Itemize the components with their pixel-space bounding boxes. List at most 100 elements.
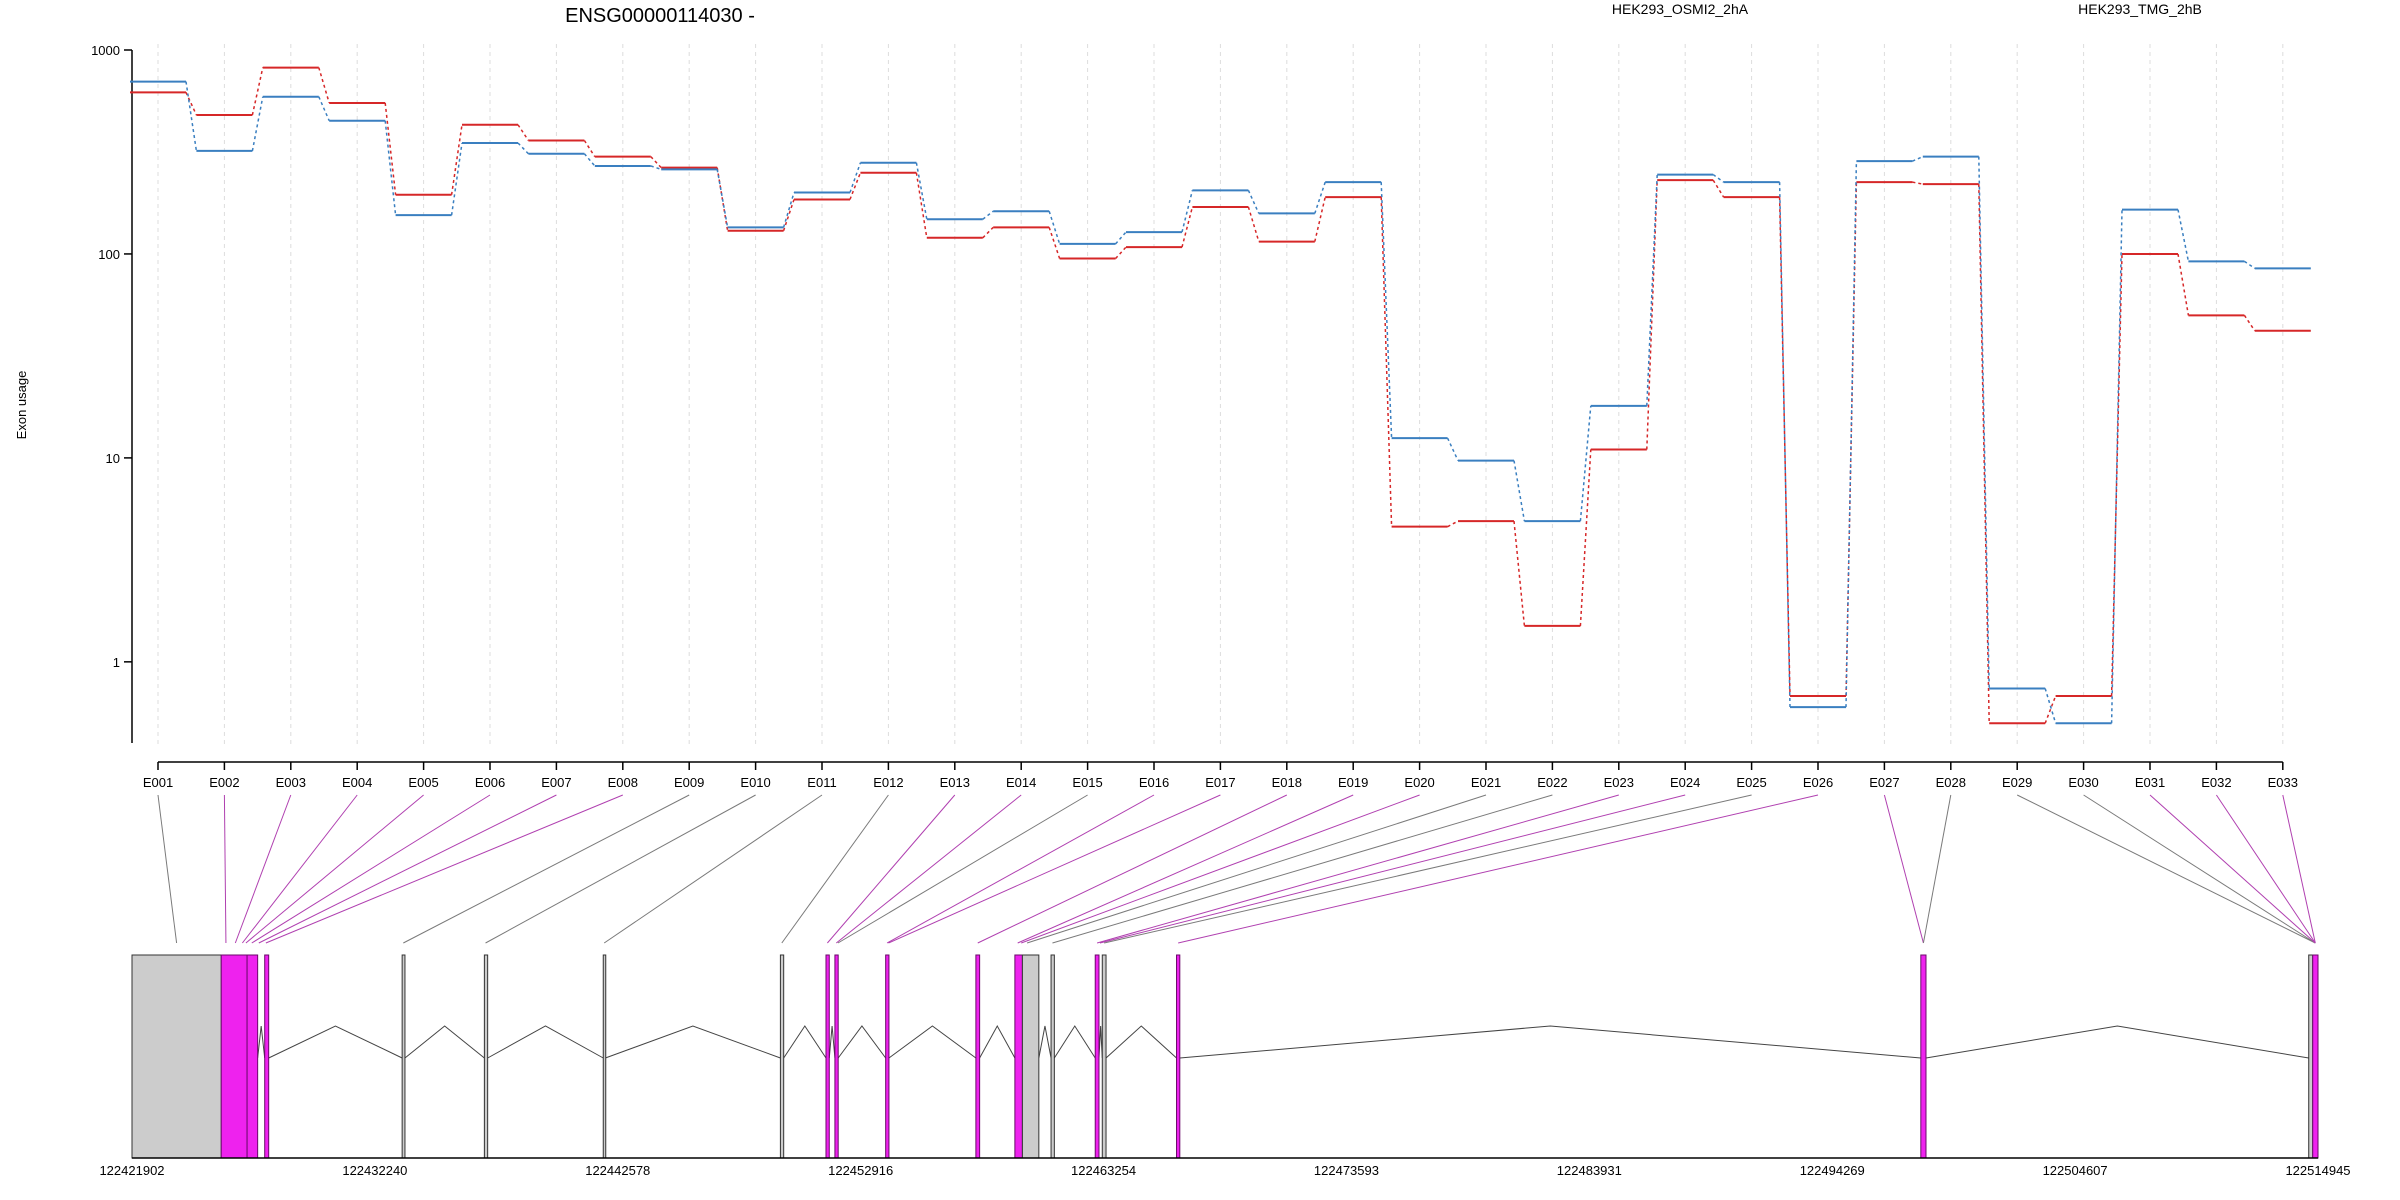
exon-usage-connector	[915, 172, 928, 238]
exon-connector-line	[234, 794, 292, 944]
intron-line	[1179, 1025, 1921, 1059]
exon-usage-connector	[1579, 405, 1592, 522]
intron-line	[605, 1025, 781, 1059]
exon-usage-connector	[517, 142, 529, 155]
x-tick-label: E026	[1803, 775, 1833, 790]
exon-connector-line	[265, 794, 623, 944]
exon-connector-line	[2282, 794, 2316, 944]
x-tick-label: E033	[2268, 775, 2298, 790]
exon-block	[602, 954, 607, 1159]
x-axis: E001 E002 E003 E004 E005 E006 E007 E008 E009 E010…	[143, 761, 2298, 790]
genomic-tick-label: 122473593	[1314, 1163, 1379, 1178]
exon-usage-connector	[251, 67, 264, 116]
intron-line	[888, 1025, 977, 1059]
exon-usage-connector	[982, 210, 994, 220]
exon-usage-connector	[1181, 206, 1194, 248]
legend-series-b: HEK293_TMG_2hB	[2078, 1, 2202, 17]
x-tick-label: E008	[608, 775, 638, 790]
y-axis: 1000 100 10 1	[91, 43, 133, 743]
exon-usage-connector	[2110, 209, 2123, 724]
exon-usage-connector	[1247, 190, 1260, 214]
exon-usage-connector	[384, 102, 397, 195]
y-tick-label: 10	[106, 451, 120, 466]
genomic-tick-label: 122504607	[2043, 1163, 2108, 1178]
x-tick-label: E003	[276, 775, 306, 790]
exon-connector-line	[157, 794, 178, 944]
exon-usage-connector	[1712, 179, 1725, 198]
exon-usage-connector	[782, 199, 795, 231]
x-tick-label: E005	[408, 775, 438, 790]
exon-usage-connector	[1845, 182, 1858, 697]
exon-block	[131, 954, 222, 1159]
x-tick-label: E022	[1537, 775, 1567, 790]
exon-usage-connector	[1646, 180, 1658, 450]
exon-connector-line	[223, 794, 227, 944]
genomic-tick-label: 122452916	[828, 1163, 893, 1178]
intron-line	[268, 1025, 403, 1059]
exon-block	[401, 954, 406, 1159]
exon-usage-connector	[1912, 155, 1924, 162]
exon-usage-connector	[1712, 173, 1725, 183]
genomic-tick-label: 122463254	[1071, 1163, 1136, 1178]
exon-block	[1021, 954, 1040, 1159]
exon-usage-connector	[1247, 206, 1260, 242]
x-tick-label: E028	[1936, 775, 1966, 790]
intron-line	[783, 1025, 827, 1059]
x-tick-label: E015	[1072, 775, 1102, 790]
x-tick-label: E010	[740, 775, 770, 790]
x-tick-label: E032	[2201, 775, 2231, 790]
genomic-tick-label: 122442578	[585, 1163, 650, 1178]
exon-usage-connector	[650, 165, 662, 171]
x-tick-label: E021	[1471, 775, 1501, 790]
exon-block	[1050, 954, 1055, 1159]
exon-block	[885, 954, 890, 1159]
exon-connectors	[157, 794, 2316, 944]
x-tick-label: E016	[1139, 775, 1169, 790]
exon-usage-connector	[1380, 197, 1393, 527]
x-tick-label: E001	[143, 775, 173, 790]
exon-connector-line	[1096, 794, 1619, 944]
x-tick-label: E019	[1338, 775, 1368, 790]
exon-usage-connector	[1845, 161, 1858, 708]
exon-connector-line	[485, 794, 756, 944]
intron-line	[487, 1025, 604, 1059]
x-tick-label: E017	[1205, 775, 1235, 790]
x-tick-label: E012	[873, 775, 903, 790]
intron-line	[828, 1025, 836, 1059]
exon-connector-line	[1052, 794, 1553, 944]
exon-usage-connector	[318, 96, 330, 122]
intron-line	[1098, 1025, 1103, 1059]
exon-block	[1101, 954, 1107, 1159]
exon-usage-connector	[716, 169, 729, 228]
exon-usage-connector	[2243, 314, 2256, 332]
y-axis-label: Exon usage	[14, 371, 29, 440]
exon-usage-connector	[1314, 181, 1326, 214]
genomic-axis: 122421902 122432240 122442578 122452916 1224…	[99, 1157, 2351, 1178]
exon-usage-connector	[1579, 449, 1592, 626]
x-tick-label: E024	[1670, 775, 1700, 790]
exon-usage-connector	[1513, 460, 1526, 522]
y-tick-label: 100	[98, 247, 120, 262]
legend-series-a: HEK293_OSMI2_2hA	[1612, 1, 1749, 17]
exon-usage-connector	[2177, 209, 2190, 262]
exon-connector-line	[1026, 794, 1487, 944]
intron-line	[1105, 1025, 1177, 1059]
exon-usage-connector	[1115, 231, 1127, 245]
x-tick-label: E020	[1404, 775, 1434, 790]
exon-connector-line	[1099, 794, 1686, 944]
exon-usage-connector	[982, 226, 994, 239]
exon-usage-connector	[2110, 253, 2123, 697]
genomic-tick-label: 122432240	[342, 1163, 407, 1178]
exon-usage-connector	[1446, 437, 1459, 461]
exon-connector-line	[781, 794, 889, 944]
exon-usage-connector	[251, 96, 264, 152]
intron-line	[979, 1024, 1016, 1059]
series-b	[130, 80, 2311, 725]
exon-connector-line	[258, 794, 557, 944]
x-tick-label: E007	[541, 775, 571, 790]
exon-block	[834, 954, 839, 1159]
exon-block	[2308, 954, 2314, 1159]
exon-block	[1014, 954, 1023, 1159]
exon-block	[1920, 954, 1927, 1159]
x-tick-label: E009	[674, 775, 704, 790]
